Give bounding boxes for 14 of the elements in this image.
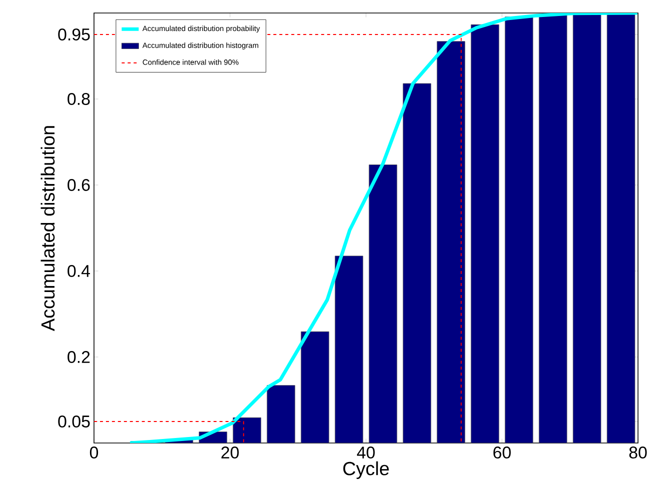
x-tick-label: 0 xyxy=(90,446,98,459)
y-tick-label: 0.05 xyxy=(58,416,90,428)
line-series xyxy=(128,12,638,443)
y-tick-label: 0.6 xyxy=(68,179,90,191)
x-axis-title: Cycle xyxy=(343,461,389,480)
y-tick-label: 0.8 xyxy=(68,93,90,105)
y-tick-label: 0.2 xyxy=(68,351,90,363)
x-tick-label: 80 xyxy=(629,446,647,459)
y-axis-title: Accumulated distribution xyxy=(40,126,55,332)
x-tick-label: 60 xyxy=(493,446,511,459)
x-tick-label: 20 xyxy=(221,446,239,459)
x-tick-label: 40 xyxy=(356,446,375,459)
y-tick-label: 0.95 xyxy=(58,28,90,40)
y-tick-label: 0.4 xyxy=(68,265,90,277)
